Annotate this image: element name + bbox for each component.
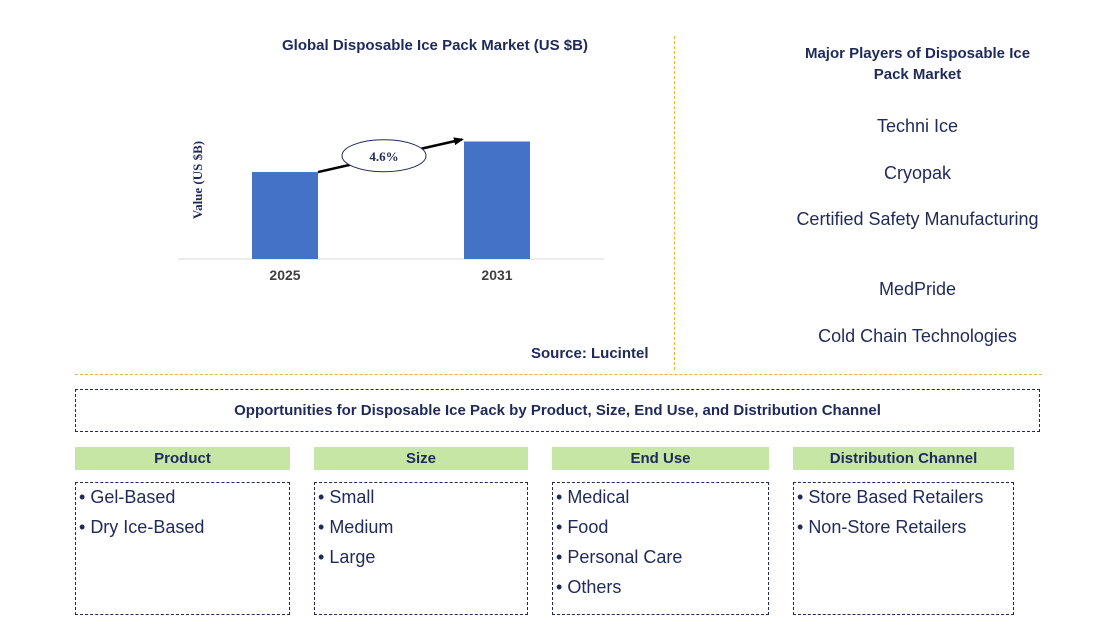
- player-item: Cold Chain Technologies: [818, 326, 1017, 346]
- column-box-size: • Small • Medium • Large: [314, 482, 528, 615]
- bar-2031: [464, 141, 530, 259]
- list-item: • Small: [318, 487, 375, 507]
- list-item: • Medical: [556, 487, 630, 507]
- growth-rate-label: 4.6%: [369, 149, 398, 164]
- players-title: Major Players of Disposable Ice Pack Mar…: [804, 45, 1031, 83]
- player-item: MedPride: [878, 279, 957, 299]
- column-header-product: Product: [75, 447, 290, 470]
- player-item: Techni Ice: [876, 116, 959, 136]
- source-note: Source: Lucintel: [531, 345, 649, 362]
- opportunities-title-text: Opportunities for Disposable Ice Pack by…: [234, 402, 881, 419]
- chart-title: Global Disposable Ice Pack Market (US $B…: [282, 37, 588, 54]
- growth-rate-badge: [341, 139, 427, 173]
- list-item: • Store Based Retailers: [797, 487, 984, 507]
- list-item: • Food: [556, 517, 609, 537]
- list-item: • Gel-Based: [79, 487, 176, 507]
- column-header-size: Size: [314, 447, 528, 470]
- list-item: • Large: [318, 547, 376, 567]
- player-item: Cryopak: [883, 163, 952, 183]
- column-header-end-use: End Use: [552, 447, 769, 470]
- bar-2025: [252, 172, 318, 259]
- opportunities-title: Opportunities for Disposable Ice Pack by…: [75, 389, 1040, 432]
- column-box-product: • Gel-Based • Dry Ice-Based: [75, 482, 290, 615]
- list-item: • Personal Care: [556, 547, 683, 567]
- list-item: • Dry Ice-Based: [79, 517, 205, 537]
- bar-chart: Value (US $B) 2025 2031 4.6%: [178, 137, 604, 283]
- player-item: Certified Safety Manufacturing: [796, 209, 1039, 229]
- column-header-distribution-channel: Distribution Channel: [793, 447, 1014, 470]
- column-box-end-use: • Medical • Food • Personal Care • Others: [552, 482, 769, 615]
- list-item: • Medium: [318, 517, 394, 537]
- x-tick-label: 2025: [269, 267, 300, 283]
- list-item: • Non-Store Retailers: [797, 517, 967, 537]
- column-box-distribution-channel: • Store Based Retailers • Non-Store Retail…: [793, 482, 1014, 615]
- list-item: • Others: [556, 577, 622, 597]
- y-axis-label: Value (US $B): [190, 141, 205, 219]
- x-tick-label: 2031: [481, 267, 512, 283]
- horizontal-divider: [75, 374, 1042, 375]
- vertical-divider: [674, 36, 675, 370]
